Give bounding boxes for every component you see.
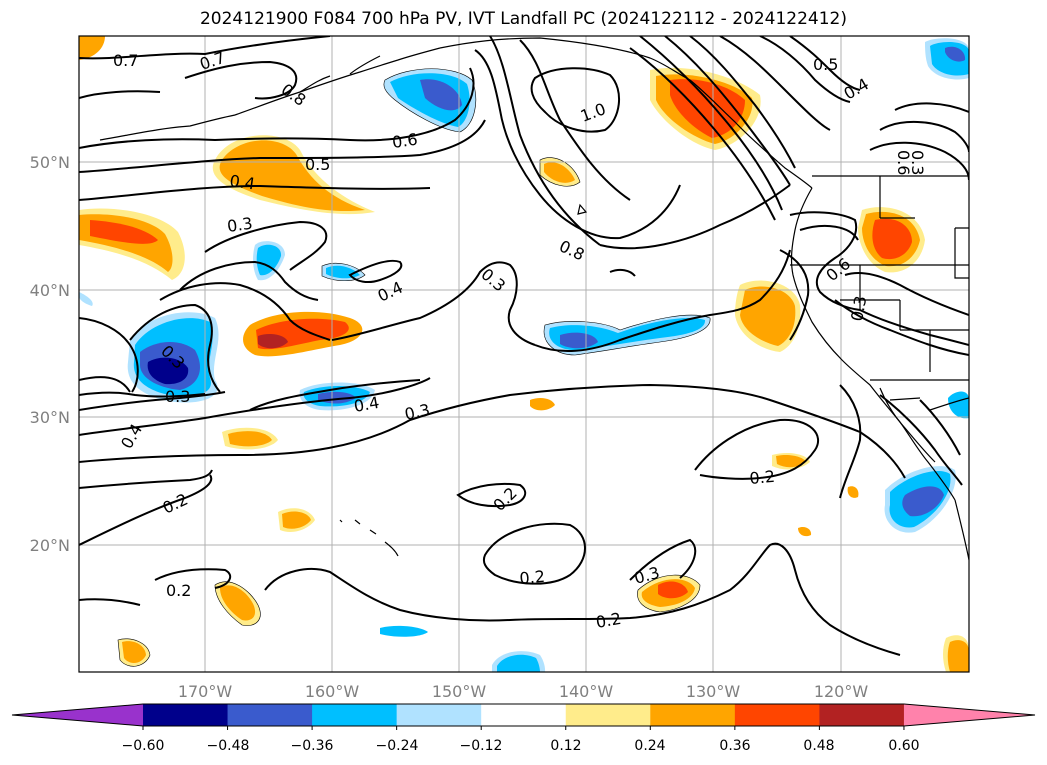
map-title: 2024121900 F084 700 hPa PV, IVT Landfall… bbox=[199, 9, 847, 29]
colorbar-tick-label: −0.48 bbox=[207, 738, 250, 754]
colorbar-segment bbox=[227, 704, 313, 726]
contour-label: 0.2 bbox=[749, 467, 776, 488]
colorbar-extend-low bbox=[12, 704, 143, 726]
contour-label: 0.5 bbox=[305, 155, 330, 174]
contour-label: 0.6 bbox=[894, 150, 913, 175]
lat-label: 50°N bbox=[30, 153, 70, 172]
lon-label: 120°W bbox=[814, 682, 869, 701]
contour-label: 0.3 bbox=[908, 150, 927, 175]
contour-label: 0.4 bbox=[352, 393, 380, 416]
contour-label: 0.3 bbox=[847, 294, 870, 322]
lon-label: 150°W bbox=[432, 682, 487, 701]
contour-label: 0.4 bbox=[228, 171, 256, 193]
colorbar bbox=[11, 703, 1036, 730]
colorbar-tick-label: 0.48 bbox=[803, 738, 834, 754]
pv-contours bbox=[79, 36, 969, 656]
coastlines bbox=[99, 37, 969, 561]
colorbar-segment bbox=[143, 704, 229, 726]
contour-label: 0.2 bbox=[166, 581, 191, 600]
colorbar-segment bbox=[650, 704, 736, 726]
colorbar-tick-label: 0.24 bbox=[634, 738, 665, 754]
colorbar-segment bbox=[819, 704, 905, 726]
colorbar-tick-label: −0.60 bbox=[122, 738, 165, 754]
colorbar-extend-high bbox=[903, 704, 1035, 726]
plot-frame bbox=[78, 35, 970, 673]
lat-label: 30°N bbox=[30, 408, 70, 427]
contour-label: 0.7 bbox=[113, 51, 138, 70]
lat-labels: 50°N 40°N 30°N 20°N bbox=[30, 153, 70, 555]
colorbar-segment bbox=[396, 704, 482, 726]
colorbar-tick-label: 0.36 bbox=[719, 738, 750, 754]
colorbar-segment bbox=[312, 704, 398, 726]
lat-label: 40°N bbox=[30, 281, 70, 300]
lon-label: 130°W bbox=[686, 682, 741, 701]
colorbar-tick-label: −0.36 bbox=[291, 738, 334, 754]
graticule bbox=[79, 36, 969, 672]
contour-label: 0.3 bbox=[165, 387, 190, 406]
lon-labels: 170°W 160°W 150°W 140°W 130°W 120°W bbox=[178, 682, 869, 701]
colorbar-segment bbox=[734, 704, 820, 726]
contour-label: 0.2 bbox=[594, 609, 622, 632]
lon-label: 160°W bbox=[305, 682, 360, 701]
colorbar-segment bbox=[481, 704, 567, 726]
contour-label: 0.2 bbox=[519, 567, 546, 588]
lon-label: 170°W bbox=[178, 682, 233, 701]
contour-label: 0.3 bbox=[226, 214, 254, 236]
colorbar-tick-label: −0.12 bbox=[460, 738, 503, 754]
lat-label: 20°N bbox=[30, 536, 70, 555]
colorbar-tick-label: 0.12 bbox=[550, 738, 581, 754]
contour-label: 0.3 bbox=[403, 400, 432, 424]
colorbar-tick-label: −0.24 bbox=[376, 738, 419, 754]
colorbar-tick-labels: −0.60 −0.48 −0.36 −0.24 −0.12 0.12 0.24 … bbox=[122, 738, 920, 754]
contour-label: 0.6 bbox=[391, 130, 419, 152]
plot-area bbox=[79, 36, 969, 672]
colorbar-segment bbox=[565, 704, 651, 726]
lon-label: 140°W bbox=[559, 682, 614, 701]
colorbar-tick-label: 0.60 bbox=[888, 738, 919, 754]
contour-label: 0.5 bbox=[813, 55, 838, 74]
fill-boundaries bbox=[117, 68, 711, 667]
